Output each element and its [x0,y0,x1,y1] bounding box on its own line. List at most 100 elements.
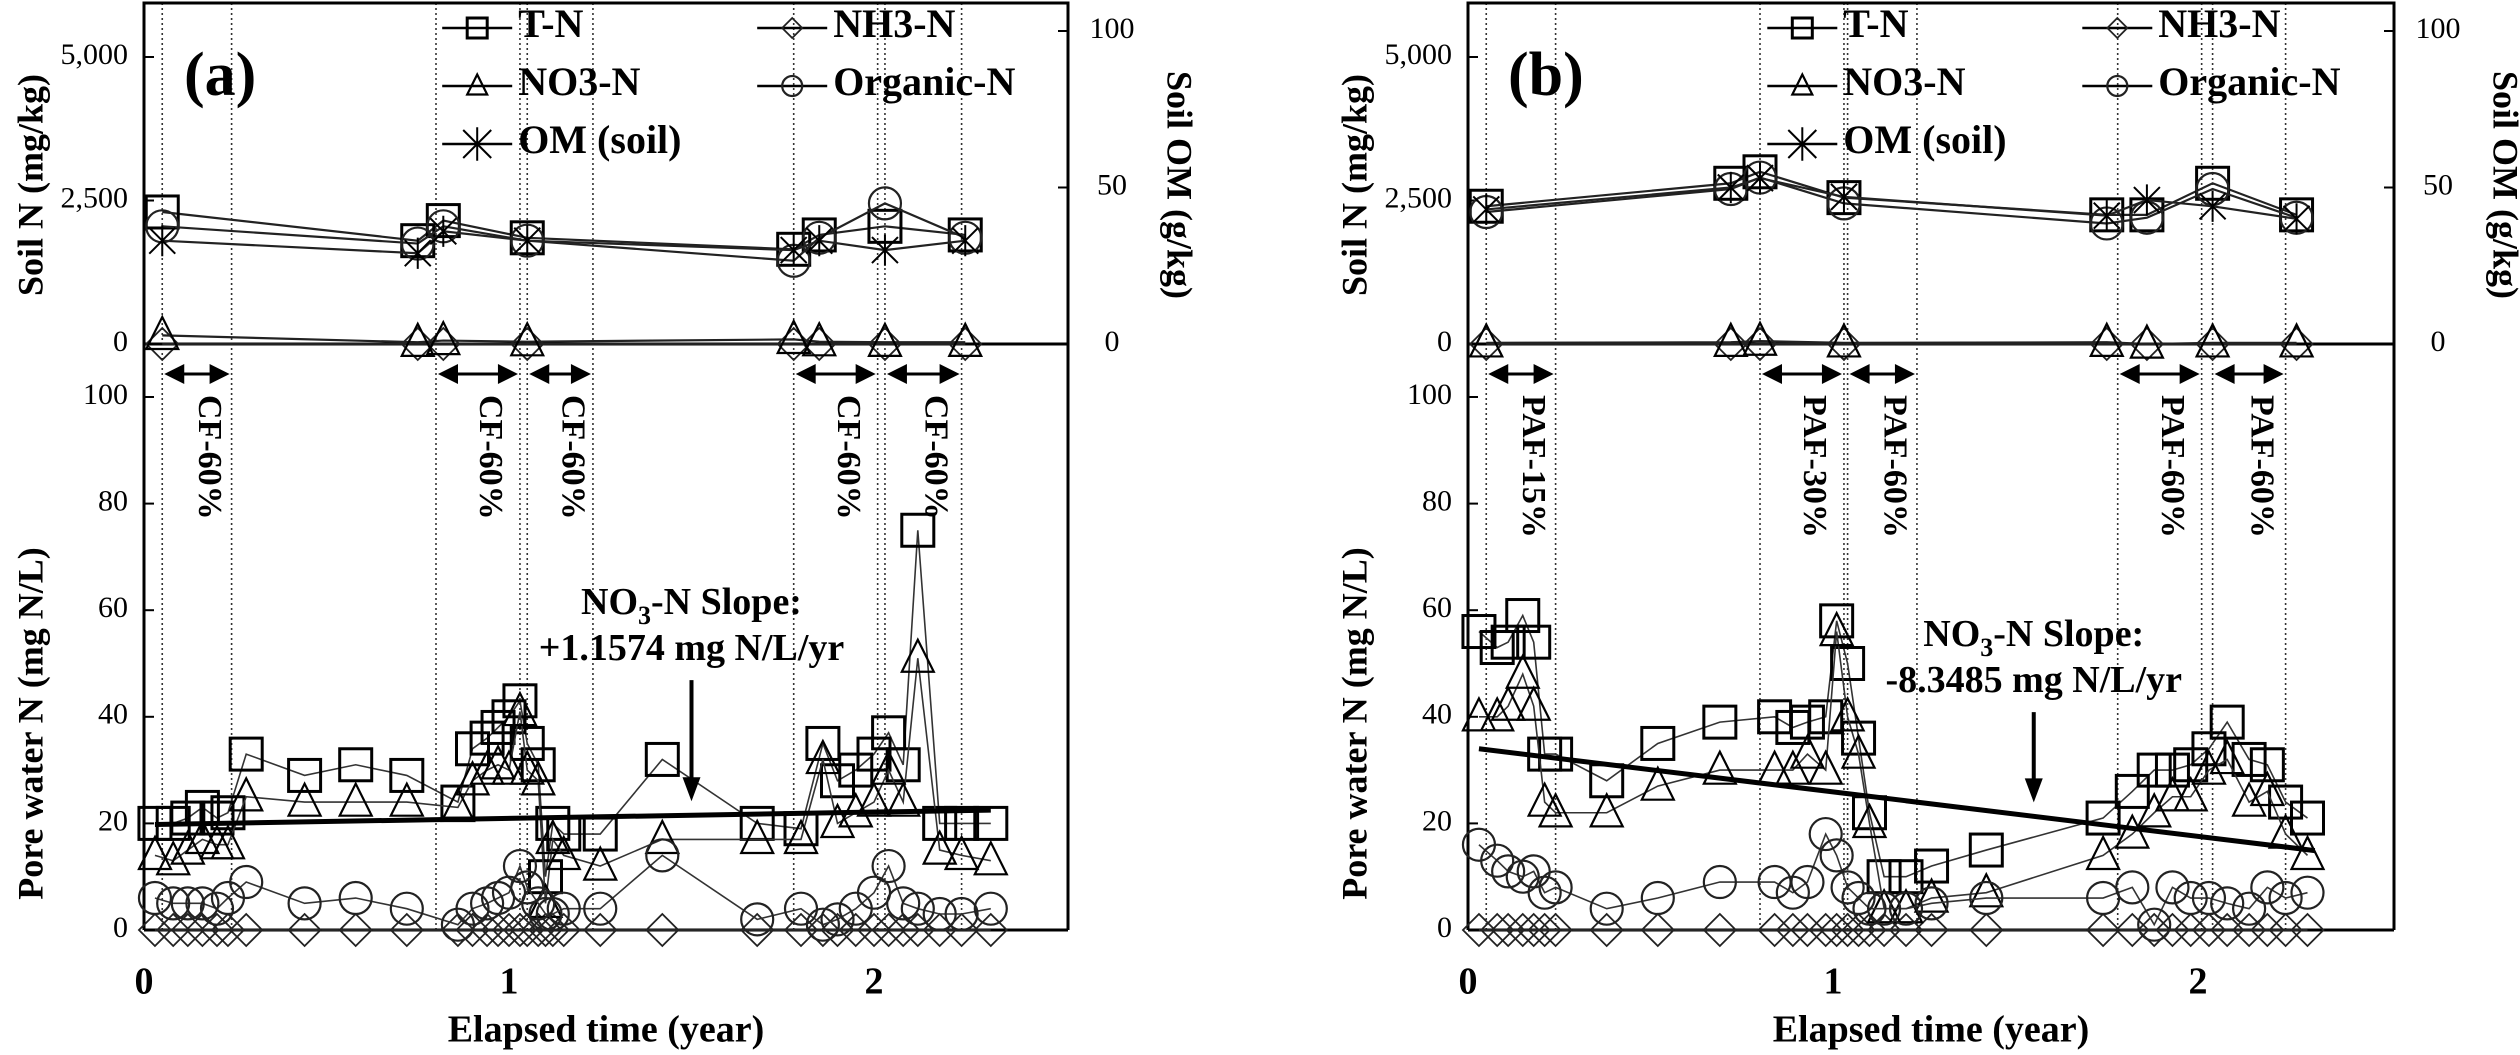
bottom-point-circle [229,864,264,900]
bottom-point-circle [287,886,322,921]
legend: T-N NH3-N NO3-N Organic-N OM (soil) [1767,1,2341,162]
bottom-point-diamond [155,912,191,948]
slope-annotation-arrowhead [682,777,701,802]
bottom-point-triangle [337,781,374,817]
bottom-point-triangle [170,829,206,865]
bottom-point-diamond [1490,912,1526,948]
bottom-point-diamond [2136,912,2172,948]
bottom-point-square [1640,725,1676,761]
bottom-point-diamond [546,912,582,948]
bottom-point-square [1830,646,1866,681]
bottom-point-triangle [1504,653,1541,689]
bottom-point-circle [2155,870,2190,905]
bottom-point-triangle [1807,749,1844,785]
top-point-star [1472,193,1500,226]
y-tick-label-soil-n: 2,500 [61,181,129,214]
bottom-point-diamond [1914,912,1949,948]
bottom-point-triangle [1829,695,1866,732]
bottom-point-square [2290,800,2325,836]
top-point-star [1717,171,1745,204]
y-tick-label-pore: 40 [1422,698,1452,731]
x-tick-label: 0 [1459,961,1478,1003]
bottom-point-triangle [1479,695,1515,732]
y-tick-label-pore: 60 [1422,591,1452,624]
bottom-point-diamond [170,912,206,948]
slope-annotation-subscript: 3 [638,601,651,630]
y-tick-label-soil-om: 100 [2416,12,2461,45]
bottom-point-square [922,805,958,841]
top-series-line-square [1486,170,2297,216]
period-arrow-head-left [529,364,550,384]
top-point-diamond [2195,326,2230,362]
top-point-star [404,237,432,269]
bottom-point-triangle [885,781,921,817]
top-series-line-triangle [1486,340,2297,346]
bottom-point-diamond [1640,912,1676,948]
bottom-point-triangle [480,743,516,780]
bottom-series-line-triangle [1478,631,2309,910]
period-arrow-head-right [1821,364,1842,384]
top-series-line-square [162,210,966,251]
bottom-point-triangle [582,845,619,881]
bottom-point-circle [185,886,220,921]
period-arrow-head-left [1488,364,1509,384]
top-point-diamond [426,326,461,362]
top-point-triangle [2088,321,2125,357]
bottom-point-square [2209,704,2245,740]
bottom-point-triangle [520,759,556,796]
bottom-point-diamond [2250,912,2285,948]
bottom-point-square [2085,800,2121,836]
bottom-point-triangle [228,775,264,812]
bottom-point-triangle [2289,834,2326,871]
top-point-triangle [2129,323,2165,359]
bottom-point-circle [2250,870,2285,905]
bottom-point-diamond [1757,912,1792,948]
period-arrow-head-right [2263,364,2284,384]
top-point-triangle [1468,321,1505,358]
top-point-diamond [1826,326,1862,362]
top-point-star [513,225,541,257]
bottom-point-triangle [1818,610,1855,647]
bottom-point-diamond [502,912,538,948]
top-series-line-star [1486,176,2297,220]
legend-label: NO3-N [518,59,640,104]
bottom-point-circle [740,902,775,937]
bottom-point-diamond [2290,912,2325,948]
top-point-star [1830,181,1858,213]
bottom-point-circle [922,896,957,932]
top-point-triangle [509,320,546,357]
bottom-point-circle [1790,864,1825,900]
trend-line [1478,746,2316,854]
bottom-point-square [1808,699,1844,735]
period-arrow-head-left [795,364,816,384]
top-point-triangle [2278,321,2315,358]
top-point-triangle [1742,320,1778,356]
bottom-point-triangle [1913,877,1950,913]
bottom-point-diamond [199,912,235,948]
bottom-point-triangle [783,818,819,855]
bottom-point-triangle [856,781,892,817]
bottom-point-triangle [2267,813,2304,849]
bottom-point-triangle [137,834,173,871]
period-label: PAF-60% [2154,395,2191,538]
legend-marker-star [1787,127,1818,161]
bottom-point-circle [871,848,906,884]
period-arrow-head-left [438,364,458,384]
bottom-point-circle [137,880,173,916]
slope-annotation-subscript: 3 [1980,633,1993,662]
slope-annotation-arrowhead [2024,778,2043,803]
bottom-point-triangle [870,749,907,785]
bottom-point-circle [2210,886,2245,921]
bottom-point-circle [2191,880,2227,916]
bottom-point-diamond [1589,912,1624,948]
legend-marker-triangle [465,72,489,96]
x-axis-title: Elapsed time (year) [1773,1009,2090,1051]
bottom-point-circle [1830,870,1865,905]
bottom-point-circle [645,838,680,873]
bottom-point-diamond [1775,912,1811,948]
bottom-point-diamond [1969,912,2004,948]
bottom-point-triangle [286,781,323,817]
top-point-star [2198,190,2227,222]
bottom-point-circle [1866,891,1902,926]
bottom-point-triangle [1840,733,1877,769]
